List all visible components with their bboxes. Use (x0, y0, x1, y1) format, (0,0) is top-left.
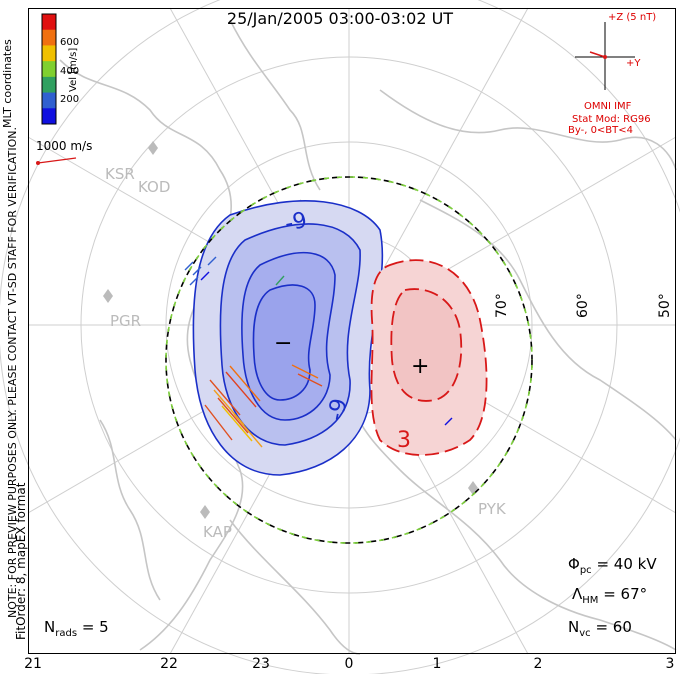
plot-frame (28, 8, 676, 654)
colorbar-swatch (42, 29, 56, 46)
contour-label-negative-bottom: -9 (324, 396, 353, 423)
colorbar-swatch (42, 92, 56, 109)
station-kap: KAP (203, 523, 232, 541)
colorbar-swatch (42, 14, 56, 31)
mlt-tick-2: 2 (533, 656, 543, 672)
colorbar-swatch (42, 45, 56, 62)
imf-z-label: +Z (5 nT) (608, 12, 657, 23)
station-kod: KOD (138, 178, 171, 196)
colorbar-tick-200: 200 (60, 94, 80, 105)
fit-order-label: FitOrder: 8, mapEX format (14, 482, 28, 640)
contour-label-positive: 3 (397, 428, 411, 453)
coordinate-system-label: MLT coordinates (1, 39, 14, 128)
negative-potential-cell (192, 200, 384, 476)
colorbar-border (41, 13, 57, 125)
latitude-label-70: 70° (494, 293, 510, 318)
imf-source: OMNI IMF (584, 101, 632, 112)
station-pgr: PGR (110, 312, 142, 330)
mlt-tick-1: 1 (432, 656, 442, 672)
imf-y-label: +Y (626, 58, 641, 69)
scale-vector-origin (36, 161, 40, 165)
heppner-maynard-boundary-green (165, 176, 533, 544)
mlt-tick-23: 23 (252, 656, 270, 672)
mlt-tick-21: 21 (24, 656, 42, 672)
vector-count: Nvc = 60 (568, 618, 632, 639)
cross-polar-potential: Φpc = 40 kV (568, 555, 657, 576)
imf-vector (589, 51, 606, 58)
colorbar-swatch (42, 76, 56, 94)
stat-model: Stat Mod: RG96 (572, 114, 651, 125)
latitude-label-60: 60° (575, 293, 591, 318)
page-title: 25/Jan/2005 03:00-03:02 UT (226, 9, 454, 28)
imf-condition: By-, 0<BT<4 (568, 125, 634, 136)
mlt-tick-0: 0 (344, 656, 354, 672)
positive-potential-cell (370, 259, 488, 456)
scale-vector-label: 1000 m/s (36, 139, 93, 153)
colorbar-tick-600: 600 (60, 37, 80, 48)
scale-vector (37, 157, 77, 164)
mlt-tick-3: 3 (665, 656, 675, 672)
velocity-vectors (184, 256, 453, 448)
contour-label-negative-top: -9 (283, 208, 310, 237)
station-pyk: PYK (478, 500, 506, 518)
max-potential-marker: + (411, 354, 429, 379)
colorbar-swatch (42, 108, 56, 125)
station-ksr: KSR (105, 165, 135, 183)
min-potential-marker: − (274, 331, 292, 356)
colorbar-swatch (42, 61, 56, 78)
colorbar-tick-400: 400 (60, 66, 80, 77)
hm-boundary-latitude: ΛHM = 67° (572, 585, 648, 606)
latitude-label-50: 50° (657, 293, 673, 318)
radar-count: Nrads = 5 (44, 618, 109, 639)
imf-vector-origin (603, 55, 607, 59)
mlt-tick-22: 22 (160, 656, 178, 672)
colorbar (41, 13, 57, 125)
